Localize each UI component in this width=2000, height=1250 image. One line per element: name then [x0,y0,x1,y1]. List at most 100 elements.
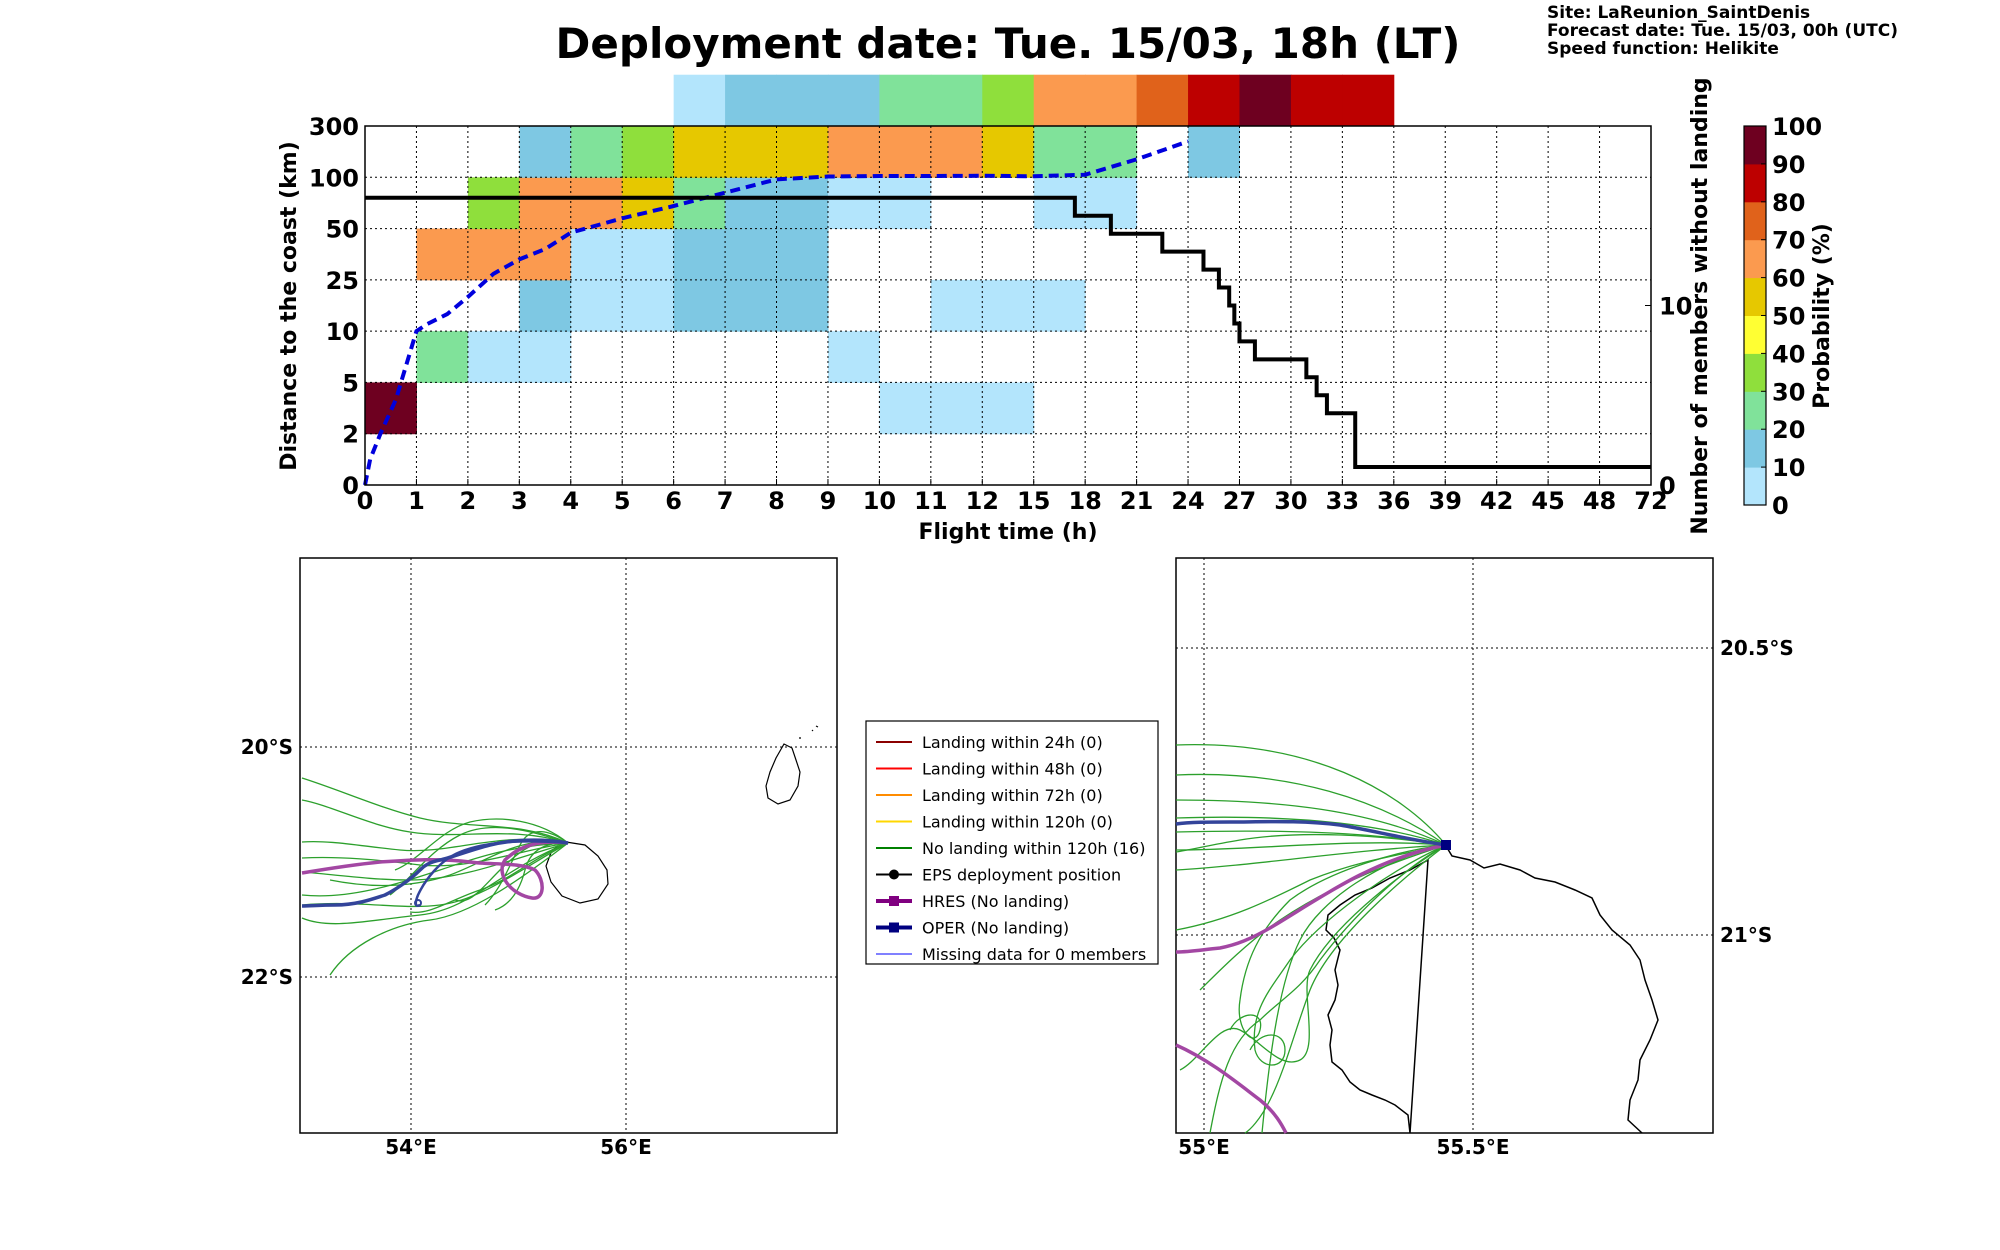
colorbar-label: Probability (%) [1810,223,1835,409]
heatmap-cell [570,228,623,281]
reunion-coastline [545,841,609,904]
heatmap-grid [365,126,1651,485]
colorbar-tick-label: 40 [1772,340,1805,368]
x-tick-label: 30 [1274,487,1307,515]
heatmap-cell [776,228,829,281]
legend-frame [865,720,1159,965]
legend: Landing within 24h (0) Landing within 48h… [865,720,1159,965]
heatmap-cell [1033,279,1086,332]
legend-label: Landing within 72h (0) [922,786,1103,805]
x-tick-label: 3 [511,487,528,515]
heatmap-cell [1239,74,1292,127]
colorbar-tick-label: 70 [1772,227,1805,255]
x-tick-label: 10 [863,487,896,515]
x-tick-label: 4 [562,487,579,515]
heatmap-cell [673,228,726,281]
colorbar-tick-label: 80 [1772,189,1805,217]
y-tick-label: 10 [326,318,359,346]
colorbar-segment [1744,353,1766,392]
heatmap-cell [673,126,726,178]
heatmap-cell [1342,74,1395,127]
x-tick-label: 33 [1326,487,1359,515]
left-map-frame [299,557,838,1134]
right-map-x-tick: 55.5°E [1436,1135,1509,1159]
legend-label: Missing data for 0 members [922,945,1146,964]
colorbar-tick-label: 20 [1772,416,1805,444]
heatmap-cell [879,126,932,178]
legend-label: Landing within 120h (0) [922,813,1113,832]
heatmap-cell [673,279,726,332]
x-tick-label: 2 [460,487,477,515]
heatmap-cell [776,74,829,127]
colorbar: 0 10 20 30 40 50 60 70 80 90 100 [1743,113,1822,520]
heatmap-cell [827,331,880,383]
y-tick-label: 100 [309,164,359,192]
left-map-gridlines [300,558,837,1133]
y-tick-label: 2 [342,421,359,449]
heatmap-cell [982,74,1035,127]
heatmap-cell [467,331,520,383]
legend-label: Landing within 48h (0) [922,760,1103,779]
heatmap-cell [622,279,675,332]
x-tick-label: 42 [1480,487,1513,515]
colorbar-tick-label: 10 [1772,454,1805,482]
y2-tick-label: 10 [1659,293,1692,321]
legend-marker [889,869,899,880]
heatmap-cell [982,382,1035,435]
heatmap-cell [982,279,1035,332]
left-map-x-tick: 56°E [600,1135,652,1159]
colorbar-segment [1744,277,1766,316]
heatmap-cell [827,74,880,127]
colorbar-segment [1744,391,1766,430]
heatmap-cell [1290,74,1343,127]
heatmap-cell [467,177,520,230]
heatmap-lines [363,139,1651,486]
x-tick-label: 48 [1583,487,1616,515]
site-info: Site: LaReunion_SaintDenis [1547,3,1810,23]
y-tick-label: 300 [309,113,359,141]
heatmap-cell [519,126,572,178]
heatmap-cell [1033,126,1086,178]
x-tick-label: 1 [408,487,425,515]
heatmap-cell [879,382,932,435]
right-map-eps-trajectories [1175,744,1447,1134]
heatmap-cell [725,74,778,127]
left-map-oper-end-marker [414,899,422,907]
heatmap-cell [1085,74,1138,127]
x-tick-label: 27 [1223,487,1256,515]
probability-heatmap [365,74,1395,435]
heatmap-cell [1085,126,1138,178]
members-without-landing-line [365,195,1651,470]
colorbar-segment [1744,201,1766,241]
colorbar-segment [1744,163,1766,203]
heatmap-cell [570,126,623,178]
heatmap-cell [416,331,469,383]
heatmap-cell [725,279,778,332]
x-tick-label: 5 [614,487,631,515]
heatmap-cell [622,126,675,178]
colorbar-segment [1744,429,1766,468]
colorbar-segment [1744,126,1766,165]
colorbar-tick-label: 30 [1772,378,1805,406]
colorbar-segment [1744,467,1766,506]
y-tick-label: 5 [342,369,359,397]
colorbar-tick-label: 100 [1772,113,1822,141]
page-title: Deployment date: Tue. 15/03, 18h (LT) [556,19,1461,68]
speed-info: Speed function: Helikite [1547,39,1779,59]
heatmap-cell [519,331,572,383]
heatmap-cell [570,279,623,332]
heatmap-cell [879,74,932,127]
heatmap-cell [776,279,829,332]
mauritius-coastline [765,743,801,805]
x-tick-label: 7 [717,487,734,515]
heatmap-cell [416,228,469,281]
heatmap-cell [930,279,983,332]
heatmap-cell [519,177,572,230]
heatmap-y2-ticks: 0 10 [1645,293,1692,500]
legend-label: Landing within 24h (0) [922,733,1103,752]
heatmap-cell [776,177,829,230]
colorbar-segment [1744,239,1766,279]
heatmap-cell [1033,177,1086,230]
